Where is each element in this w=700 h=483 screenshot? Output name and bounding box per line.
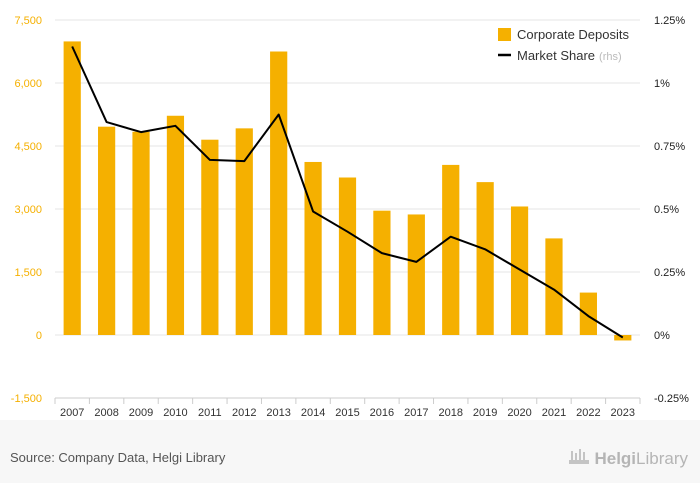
legend-label-market-share-name: Market Share: [517, 48, 595, 63]
brand-name-part2: Library: [636, 449, 688, 468]
x-tick-label: 2020: [507, 407, 531, 419]
left-axis: -1,500 0 1,500 3,000 4,500 6,000 7,500: [11, 15, 42, 405]
line-market-share: [71, 46, 624, 339]
x-tick-label: 2016: [370, 407, 394, 419]
bar-corporate-deposits-2009: [132, 131, 150, 335]
right-tick-label: 0.25%: [654, 267, 685, 279]
left-tick-label: 7,500: [14, 15, 42, 27]
bar-corporate-deposits-2016: [373, 210, 391, 335]
legend-swatch-corporate-deposits: [498, 28, 511, 41]
right-tick-label: 1%: [654, 78, 670, 90]
left-tick-label: 0: [36, 330, 42, 342]
bar-corporate-deposits-2012: [235, 128, 253, 335]
helgi-library-logo-icon: [569, 449, 590, 464]
combo-chart: -1,500 0 1,500 3,000 4,500 6,000 7,500 -0.25% 0…: [11, 15, 689, 419]
legend: Corporate Deposits Market Share (rhs): [498, 27, 629, 63]
x-tick-label: 2008: [94, 407, 118, 419]
x-axis: 2007 2008 2009 2010 2011 2012 2013 2014 2015 2016…: [54, 397, 641, 419]
x-tick-label: 2014: [301, 407, 325, 419]
x-tick-label: 2022: [576, 407, 600, 419]
footer: Source: Company Data, Helgi Library Helg…: [0, 420, 700, 483]
source-note: Source: Company Data, Helgi Library: [10, 450, 226, 465]
x-tick-label: 2015: [335, 407, 359, 419]
line-series: [71, 46, 624, 339]
x-tick-label: 2013: [266, 407, 290, 419]
bar-corporate-deposits-2019: [476, 182, 494, 335]
right-tick-label: 1.25%: [654, 15, 685, 27]
right-tick-label: 0.75%: [654, 141, 685, 153]
bar-corporate-deposits-2014: [304, 161, 322, 335]
x-tick-label: 2018: [438, 407, 462, 419]
left-tick-label: 6,000: [14, 78, 42, 90]
bar-series: [63, 41, 632, 341]
bar-corporate-deposits-2021: [545, 238, 563, 335]
bar-corporate-deposits-2011: [201, 139, 219, 335]
left-tick-label: 3,000: [14, 204, 42, 216]
bar-corporate-deposits-2010: [166, 115, 185, 335]
right-axis: -0.25% 0% 0.25% 0.5% 0.75% 1% 1.25%: [654, 15, 689, 405]
left-tick-label: 4,500: [14, 141, 42, 153]
x-tick-label: 2010: [163, 407, 187, 419]
bar-corporate-deposits-2018: [442, 164, 460, 335]
right-tick-label: 0%: [654, 330, 670, 342]
legend-label-corporate-deposits: Corporate Deposits: [517, 27, 629, 42]
x-tick-label: 2019: [473, 407, 497, 419]
bar-corporate-deposits-2015: [338, 177, 357, 335]
left-tick-label: 1,500: [14, 267, 42, 279]
left-tick-label: -1,500: [11, 393, 42, 405]
right-tick-label: 0.5%: [654, 204, 679, 216]
bar-corporate-deposits-2017: [407, 214, 425, 335]
x-tick-label: 2021: [542, 407, 566, 419]
x-tick-label: 2011: [198, 407, 222, 419]
bar-corporate-deposits-2020: [510, 206, 529, 335]
x-tick-label: 2017: [404, 407, 428, 419]
bar-corporate-deposits-2013: [270, 51, 288, 335]
x-tick-label: 2012: [232, 407, 256, 419]
brand-name-part1: Helgi: [594, 449, 637, 468]
legend-label-market-share: Market Share (rhs): [517, 48, 622, 63]
bar-corporate-deposits-2007: [63, 41, 81, 336]
x-tick-label: 2009: [129, 407, 153, 419]
bar-corporate-deposits-2008: [98, 126, 116, 336]
bar-corporate-deposits-2022: [579, 292, 597, 335]
bar-corporate-deposits-2023: [614, 335, 632, 341]
brand-logo[interactable]: HelgiLibrary: [568, 448, 688, 469]
x-tick-label: 2007: [60, 407, 84, 419]
right-tick-label: -0.25%: [654, 393, 689, 405]
x-tick-label: 2023: [611, 407, 635, 419]
legend-label-market-share-suffix: (rhs): [599, 51, 622, 63]
